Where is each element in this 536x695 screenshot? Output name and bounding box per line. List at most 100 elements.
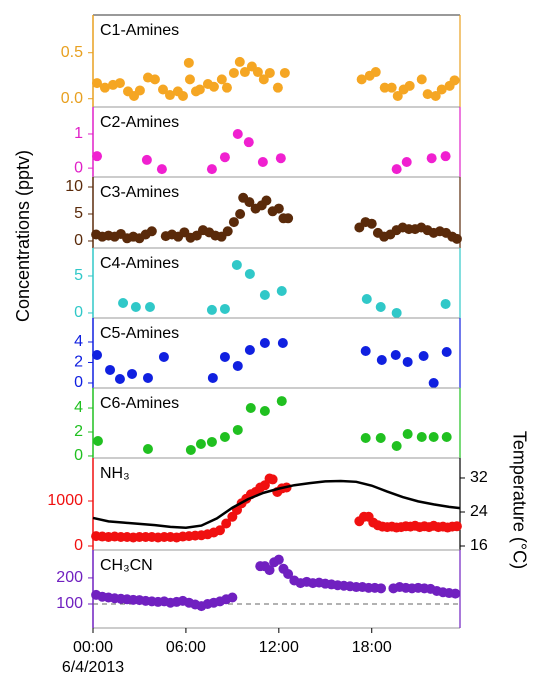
point [430, 90, 441, 101]
point [356, 74, 367, 85]
point [99, 82, 110, 93]
point [391, 441, 402, 452]
y-tick-label: 200 [56, 569, 83, 586]
point [114, 78, 125, 89]
point [114, 373, 125, 384]
y-tick-label: 4 [74, 333, 83, 350]
y-tick-label: 0.0 [61, 90, 83, 107]
y-axis-label: Concentrations (pptv) [13, 150, 33, 322]
point [451, 233, 462, 244]
point [273, 554, 284, 565]
point [141, 154, 152, 165]
panel-title: C5-Amines [100, 325, 179, 342]
point [206, 304, 217, 315]
point [244, 268, 255, 279]
point [216, 74, 227, 85]
point [264, 565, 275, 576]
point [440, 298, 451, 309]
y-tick-label: 0 [74, 304, 83, 321]
y2-tick-label: 24 [470, 503, 488, 520]
point [451, 521, 462, 532]
point [276, 396, 287, 407]
point [243, 137, 254, 148]
point [276, 285, 287, 296]
panel-title: C4-Amines [100, 255, 179, 272]
point [232, 128, 243, 139]
panel-title: C2-Amines [100, 114, 179, 131]
point [92, 78, 103, 89]
line [92, 479, 461, 529]
point [426, 153, 437, 164]
point [283, 569, 294, 579]
point [92, 435, 103, 446]
point [221, 518, 232, 529]
point [386, 82, 397, 93]
y-tick-label: 4 [74, 399, 83, 416]
point [277, 338, 288, 349]
point [183, 57, 194, 68]
point [219, 303, 230, 314]
point [375, 432, 386, 443]
point [227, 592, 238, 603]
panel-title: C6-Amines [100, 395, 179, 412]
point [402, 429, 413, 440]
point [436, 84, 447, 95]
point [184, 74, 195, 85]
point [283, 213, 294, 224]
point [264, 67, 275, 78]
point [208, 81, 219, 92]
point [441, 432, 452, 443]
point [360, 346, 371, 357]
y-tick-label: 2 [74, 423, 83, 440]
point [222, 226, 233, 237]
point [156, 164, 167, 175]
point [392, 90, 403, 101]
point [118, 297, 129, 308]
point [219, 351, 230, 362]
y-tick-label: 0 [74, 447, 83, 464]
y-tick-label: 0 [74, 374, 83, 391]
point [267, 474, 278, 485]
point [221, 82, 232, 93]
point [244, 344, 255, 355]
point [272, 82, 283, 93]
point [252, 67, 263, 78]
point [164, 90, 175, 101]
y-tick-label: 5 [74, 267, 83, 284]
point [279, 67, 290, 78]
point [142, 372, 153, 383]
point [194, 84, 205, 95]
point [244, 197, 255, 208]
point [440, 151, 451, 162]
point [105, 364, 116, 375]
point [273, 203, 284, 214]
point [401, 156, 412, 167]
point [376, 583, 387, 594]
point [228, 217, 239, 228]
panel-title: NH₃ [100, 465, 130, 482]
point [232, 360, 243, 371]
point [259, 289, 270, 300]
point [402, 356, 413, 367]
point [219, 432, 230, 443]
point [185, 444, 196, 455]
point [134, 85, 145, 96]
point [214, 525, 225, 536]
point [404, 80, 415, 91]
point [441, 347, 452, 358]
x-axis-label: 6/4/2013 [62, 659, 124, 676]
point [206, 436, 217, 447]
point [259, 338, 270, 349]
point [146, 226, 157, 237]
point [422, 89, 433, 100]
point [232, 424, 243, 435]
y-tick-label: 5 [74, 205, 83, 222]
point [149, 74, 160, 85]
point [449, 75, 460, 86]
point [370, 67, 381, 78]
panel-title: C3-Amines [100, 184, 179, 201]
point [239, 67, 250, 78]
y-tick-label: 0.5 [61, 44, 83, 61]
x-tick-label: 06:00 [166, 639, 206, 656]
